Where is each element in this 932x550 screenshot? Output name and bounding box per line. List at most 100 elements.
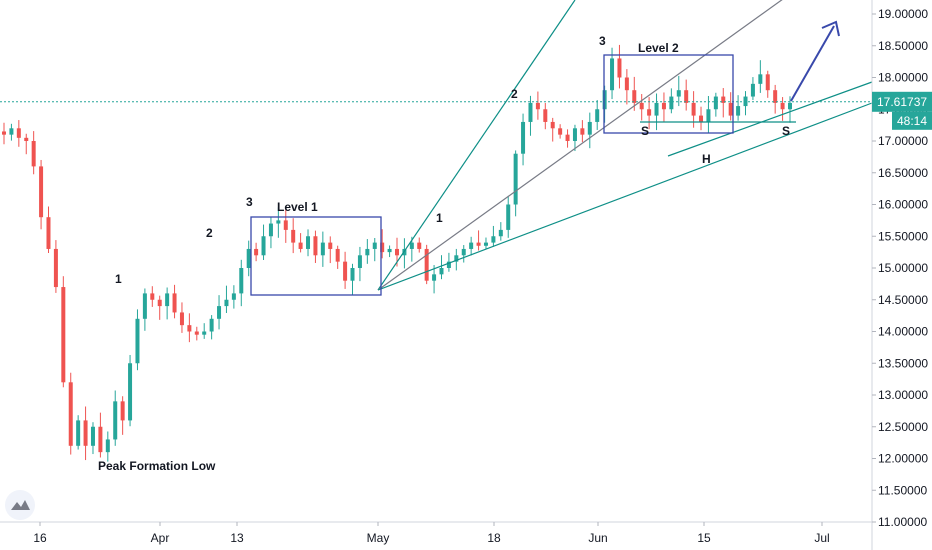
x-tick-label: 16 — [33, 531, 47, 545]
y-axis: 11.00000 11.50000 12.00000 12.50000 13.00000… — [871, 0, 928, 550]
candle-body — [395, 248, 399, 256]
candle-body — [306, 236, 311, 249]
candle-body — [461, 248, 466, 256]
y-tick-label: 13.50000 — [878, 356, 928, 370]
candle-body — [291, 229, 296, 243]
candle-body — [31, 141, 36, 167]
candle-body — [313, 236, 318, 256]
candle-body — [780, 102, 785, 110]
candle-body — [684, 90, 689, 103]
annot-hs-h: H — [702, 152, 711, 166]
candle-body — [350, 268, 355, 281]
annot-peak-formation-low: Peak Formation Low — [98, 459, 216, 473]
candle-body — [83, 420, 88, 446]
candle-body — [535, 102, 540, 110]
candle-body — [661, 102, 666, 110]
candle-body — [76, 420, 81, 446]
candle-body — [150, 293, 155, 300]
candle-body — [298, 242, 303, 249]
candle-body — [90, 426, 95, 446]
candle-body — [528, 102, 533, 122]
candle-body — [276, 220, 281, 224]
candle-body — [128, 363, 133, 421]
candle-body — [380, 242, 385, 253]
drawings-layer — [0, 0, 873, 296]
candle-body — [53, 248, 58, 288]
candle-body — [454, 255, 459, 262]
candle-body — [357, 255, 362, 268]
candle-body — [669, 96, 674, 110]
candle-body — [142, 293, 147, 319]
candle-body — [595, 109, 600, 122]
y-tick-label: 13.00000 — [878, 388, 928, 402]
candle-body — [706, 109, 711, 122]
x-axis: 16 Apr 13 May 18 Jun 15 Jul — [0, 521, 872, 545]
candle-body — [699, 115, 704, 122]
candle-body — [713, 96, 718, 110]
candle-body — [335, 248, 340, 262]
trendline-steep — [377, 0, 576, 291]
candle-body — [521, 121, 526, 154]
candle-body — [365, 248, 370, 256]
candle-body — [172, 293, 177, 313]
logo-layer — [5, 490, 35, 520]
y-tick-label: 19.00000 — [878, 7, 928, 21]
level1-box — [250, 216, 382, 296]
annot-wave-b-2: 2 — [511, 87, 518, 101]
candle-body — [639, 102, 644, 110]
candle-body — [194, 331, 199, 335]
candle-body — [209, 318, 214, 332]
y-tick-label: 16.00000 — [878, 198, 928, 212]
candle-body — [217, 306, 222, 319]
candle-body — [231, 293, 236, 300]
candle-body — [105, 439, 110, 453]
candle-body — [580, 128, 585, 135]
candle-body — [320, 242, 325, 256]
candle-body — [476, 242, 481, 246]
candle-body — [9, 128, 14, 135]
candle-body — [179, 312, 184, 326]
y-tick-label: 11.50000 — [878, 483, 927, 497]
candle-body — [46, 217, 51, 249]
candle-body — [135, 318, 140, 364]
candle-body — [98, 426, 103, 453]
candle-body — [550, 121, 555, 129]
up-arrow-shaft — [790, 25, 835, 102]
trendline-neckline-rising — [667, 81, 873, 157]
annot-wave-a-2: 2 — [206, 226, 213, 240]
candle-body — [24, 137, 29, 141]
candle-body — [328, 242, 333, 249]
candle-body — [268, 223, 273, 237]
candle-body — [39, 166, 44, 218]
candle-body — [202, 331, 207, 335]
candle-body — [513, 153, 518, 205]
candle-body — [491, 236, 496, 243]
candle-body — [572, 128, 577, 141]
candle-body — [758, 74, 763, 84]
candle-body — [647, 109, 652, 116]
current-price-badge — [872, 91, 932, 112]
y-tick-label: 14.00000 — [878, 325, 928, 339]
candle-body — [736, 106, 741, 116]
x-tick-label: Apr — [151, 531, 170, 545]
tradingview-logo-icon[interactable] — [5, 490, 35, 520]
candle-body — [113, 401, 118, 440]
candle-body — [2, 131, 6, 135]
y-tick-label: 18.50000 — [878, 39, 928, 53]
candle-body — [676, 90, 681, 97]
candle-body — [765, 74, 770, 91]
candle-body — [558, 128, 563, 135]
candle-body — [120, 401, 125, 421]
y-tick-label: 15.50000 — [878, 229, 928, 243]
candle-body — [157, 299, 162, 307]
candle-body — [750, 83, 755, 97]
candle-body — [254, 248, 259, 256]
candle-body — [432, 274, 437, 281]
candle-body — [788, 102, 792, 110]
y-tick-label: 11.00000 — [878, 515, 927, 529]
y-tick-label: 16.50000 — [878, 166, 928, 180]
candle-body — [773, 90, 778, 103]
candle-body — [372, 242, 377, 249]
